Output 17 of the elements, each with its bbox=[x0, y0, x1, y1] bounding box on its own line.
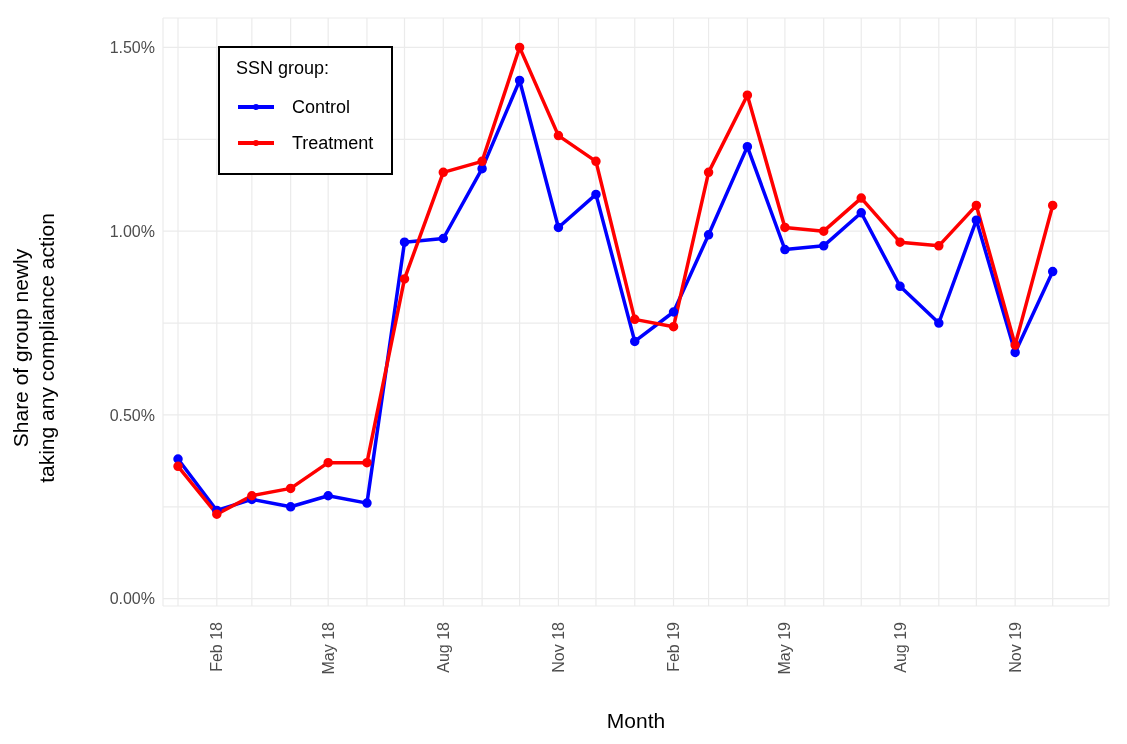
y-axis-title: Share of group newly taking any compliance action bbox=[9, 213, 58, 483]
x-tick-label: Nov 19 bbox=[1006, 621, 1024, 673]
legend-label: Treatment bbox=[292, 132, 374, 154]
x-tick-label: May 18 bbox=[319, 621, 337, 675]
y-tick-label: 1.00% bbox=[109, 222, 155, 240]
y-tick-label: 0.50% bbox=[109, 406, 155, 424]
legend-label: Control bbox=[292, 96, 351, 118]
x-tick-label: May 19 bbox=[776, 621, 794, 675]
x-tick-label: Nov 18 bbox=[549, 621, 567, 673]
x-tick-label: Feb 19 bbox=[665, 621, 683, 672]
x-tick-label: Aug 18 bbox=[434, 621, 452, 673]
y-tick-label: 0.00% bbox=[109, 590, 155, 608]
y-tick-label: 1.50% bbox=[109, 39, 155, 57]
legend-title: SSN group: bbox=[236, 58, 331, 79]
x-axis-title: Month bbox=[606, 709, 666, 732]
x-tick-label: Aug 19 bbox=[891, 621, 909, 673]
x-tick-label: Feb 18 bbox=[208, 621, 226, 672]
